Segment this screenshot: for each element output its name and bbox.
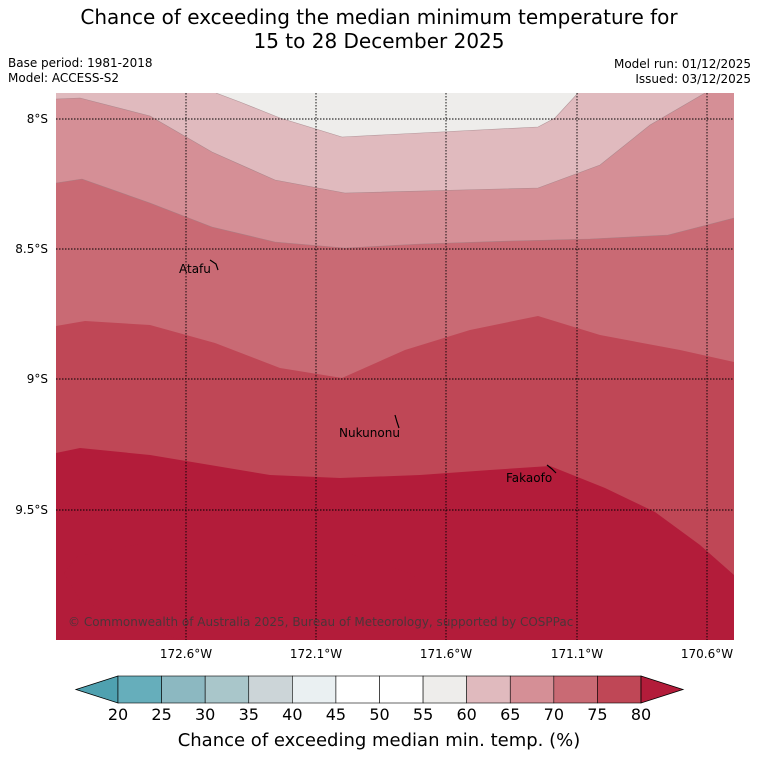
colorbar-tick-label: 75 bbox=[587, 705, 607, 724]
colorbar-tick-label: 20 bbox=[108, 705, 128, 724]
title-line-2: 15 to 28 December 2025 bbox=[253, 29, 505, 53]
lon-label-171-1w: 171.1°W bbox=[551, 647, 603, 661]
colorbar-title: Chance of exceeding median min. temp. (%… bbox=[177, 730, 581, 751]
band-80-core bbox=[64, 543, 415, 640]
lon-labels: 172.6°W 172.1°W 171.6°W 171.1°W 170.6°W bbox=[160, 647, 733, 661]
issued-label: Issued: 03/12/2025 bbox=[635, 72, 751, 86]
atafu-atoll-shape bbox=[209, 259, 219, 271]
lat-label-8-5s: 8.5°S bbox=[15, 242, 48, 256]
colorbar-tick-label: 45 bbox=[326, 705, 346, 724]
model-run-label: Model run: 01/12/2025 bbox=[613, 57, 751, 71]
lon-label-172-6w: 172.6°W bbox=[160, 647, 212, 661]
lon-label-172-1w: 172.1°W bbox=[290, 647, 342, 661]
lat-labels: 8°S 8.5°S 9°S 9.5°S bbox=[15, 112, 48, 517]
lat-label-8s: 8°S bbox=[27, 112, 48, 126]
nukunonu-atoll-shape bbox=[394, 414, 400, 429]
meta-right: Model run: 01/12/2025 Issued: 03/12/2025 bbox=[614, 57, 751, 87]
colorbar-tick-label: 25 bbox=[151, 705, 171, 724]
graticule bbox=[56, 93, 734, 640]
meta-left: Base period: 1981-2018 Model: ACCESS-S2 bbox=[8, 56, 153, 86]
colorbar-tick-label: 65 bbox=[500, 705, 520, 724]
base-period-label: Base period: 1981-2018 bbox=[8, 56, 153, 70]
lat-label-9-5s: 9.5°S bbox=[15, 503, 48, 517]
lon-label-171-6w: 171.6°W bbox=[420, 647, 472, 661]
fakaofo-atoll-shape bbox=[546, 464, 557, 474]
colorbar-tick-label: 60 bbox=[456, 705, 476, 724]
colorbar-tick-label: 30 bbox=[195, 705, 215, 724]
chart-title: Chance of exceeding the median minimum t… bbox=[0, 5, 758, 53]
contour-lines bbox=[56, 93, 734, 249]
atoll-outlines bbox=[209, 259, 557, 474]
colorbar-tick-label: 55 bbox=[413, 705, 433, 724]
copyright-text: © Commonwealth of Australia 2025, Bureau… bbox=[68, 615, 573, 629]
colorbar-tick-label: 50 bbox=[369, 705, 389, 724]
lon-label-170-6w: 170.6°W bbox=[681, 647, 733, 661]
place-label-atafu: Atafu bbox=[179, 262, 211, 276]
colorbar-tick-label: 80 bbox=[631, 705, 651, 724]
band-60-65 bbox=[56, 93, 734, 193]
colorbar-ticks: 20 25 30 35 40 45 50 55 60 65 70 75 80 bbox=[108, 705, 651, 724]
lat-label-9s: 9°S bbox=[27, 372, 48, 386]
colorbar-tick-label: 40 bbox=[282, 705, 302, 724]
map-canvas: 8°S 8.5°S 9°S 9.5°S 172.6°W 172.1°W 171.… bbox=[15, 93, 734, 661]
colorbar-tick-label: 35 bbox=[239, 705, 259, 724]
place-label-fakaofo: Fakaofo bbox=[506, 471, 552, 485]
place-label-nukunonu: Nukunonu bbox=[339, 426, 400, 440]
title-line-1: Chance of exceeding the median minimum t… bbox=[80, 5, 678, 29]
place-labels: Atafu Nukunonu Fakaofo bbox=[179, 262, 552, 485]
contour-bands bbox=[56, 93, 734, 640]
colorbar-tick-label: 70 bbox=[544, 705, 564, 724]
model-label: Model: ACCESS-S2 bbox=[8, 71, 120, 85]
